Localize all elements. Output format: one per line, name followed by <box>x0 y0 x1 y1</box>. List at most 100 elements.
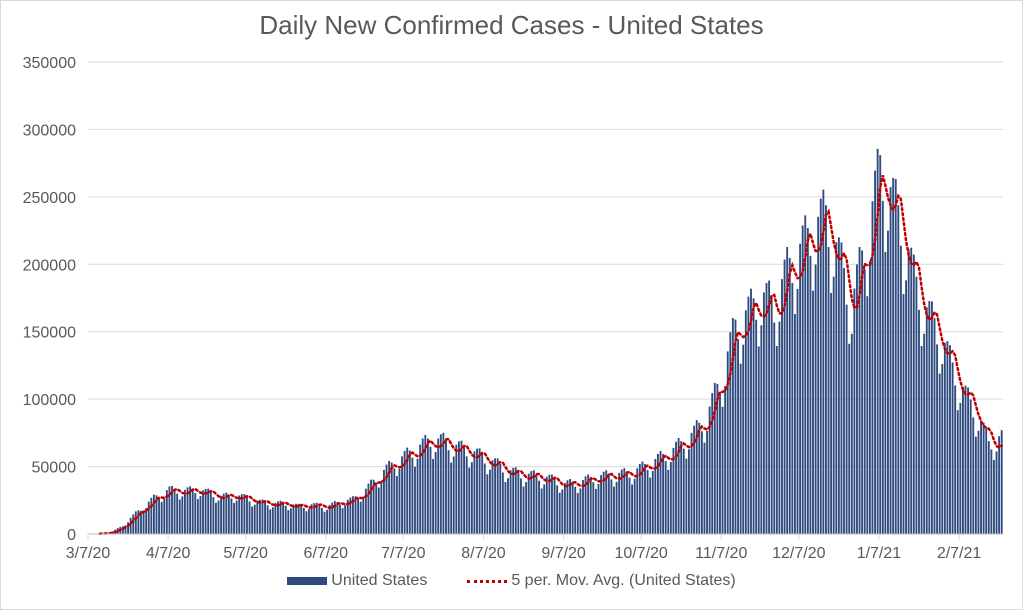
bar <box>545 476 548 534</box>
bar <box>421 438 424 534</box>
bar <box>693 425 696 534</box>
bar <box>912 254 915 535</box>
bar <box>582 479 584 534</box>
bar <box>246 496 248 534</box>
bar <box>887 230 889 535</box>
y-tick-label: 150000 <box>23 325 76 342</box>
bar <box>752 298 755 534</box>
bar <box>620 469 623 534</box>
bar <box>907 249 910 534</box>
bar <box>124 525 127 534</box>
bar <box>233 503 235 534</box>
bar <box>388 460 391 534</box>
bar <box>664 460 667 534</box>
bar <box>825 205 827 534</box>
bar <box>155 495 158 534</box>
bar <box>892 177 895 534</box>
bar <box>171 485 173 534</box>
y-tick-label: 250000 <box>23 190 76 207</box>
bar <box>889 187 892 534</box>
bar <box>654 458 657 534</box>
bar <box>370 479 372 534</box>
bar <box>238 495 241 534</box>
bar <box>819 198 822 534</box>
bar <box>716 383 719 534</box>
bar <box>902 294 905 534</box>
bar <box>517 471 520 534</box>
bar <box>196 499 199 534</box>
bar <box>905 280 908 534</box>
bar <box>507 478 509 534</box>
bar <box>331 502 334 534</box>
bar <box>328 504 331 534</box>
bar <box>812 290 814 534</box>
bar <box>631 484 634 534</box>
bar <box>437 438 440 534</box>
bar <box>987 441 990 534</box>
y-tick-label: 350000 <box>23 55 76 72</box>
bar <box>305 511 308 534</box>
bar <box>791 282 794 534</box>
bar <box>470 462 473 534</box>
y-tick-label: 200000 <box>23 257 76 274</box>
bar <box>667 469 670 534</box>
bar <box>522 486 525 534</box>
bar <box>362 496 365 534</box>
bar <box>318 504 321 534</box>
bar <box>726 351 729 534</box>
bar <box>230 498 233 534</box>
bar <box>121 526 124 534</box>
bar <box>675 441 677 534</box>
bar <box>476 448 478 534</box>
bar <box>512 467 515 534</box>
bar <box>289 508 292 534</box>
bar <box>972 417 975 534</box>
bar <box>140 510 142 534</box>
bar <box>199 496 202 534</box>
bar <box>698 422 701 534</box>
bar <box>980 420 982 534</box>
bar <box>176 493 179 534</box>
bar <box>920 346 923 534</box>
bar <box>165 490 168 534</box>
bar <box>445 439 447 534</box>
bar <box>897 205 900 534</box>
bar <box>116 528 119 534</box>
bar <box>297 503 300 534</box>
bar <box>571 481 574 534</box>
bar <box>173 488 176 534</box>
bar <box>977 430 980 534</box>
bar <box>801 225 804 535</box>
bar <box>832 276 835 534</box>
bar <box>636 468 639 534</box>
bar <box>553 478 556 534</box>
bar <box>486 474 489 534</box>
bar <box>414 466 416 534</box>
bar <box>168 486 171 534</box>
bar <box>558 492 561 534</box>
chart-area: 0 50000 100000 150000 200000 250000 300000 3500… <box>23 55 1003 560</box>
bar <box>478 448 481 534</box>
chart-title: Daily New Confirmed Cases - United State… <box>259 10 764 40</box>
bar <box>866 296 869 534</box>
bar <box>442 432 445 534</box>
bar <box>871 201 874 535</box>
bar <box>985 428 988 534</box>
bar <box>269 509 272 534</box>
bar <box>465 456 468 534</box>
bar <box>240 494 243 534</box>
bar <box>189 486 192 534</box>
bar <box>344 505 347 534</box>
bar <box>610 479 613 534</box>
bar <box>426 438 429 534</box>
bar <box>390 462 393 534</box>
bar <box>778 321 781 534</box>
bar <box>579 488 582 534</box>
bar <box>227 494 230 534</box>
bar <box>998 436 1001 534</box>
bar <box>881 200 884 534</box>
bar <box>292 504 295 534</box>
bar <box>525 482 528 534</box>
bar <box>152 494 155 534</box>
bar <box>628 477 631 534</box>
